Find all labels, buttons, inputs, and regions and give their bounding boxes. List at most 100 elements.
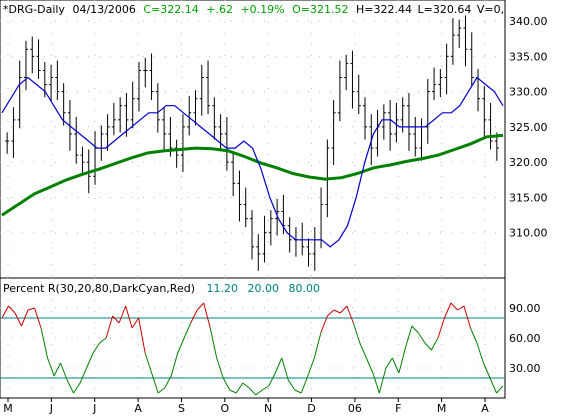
short-moving-average-line (1, 76, 504, 248)
percent-r-segment (326, 309, 335, 317)
percent-r-segment (131, 317, 140, 329)
x-tick-label: J (92, 402, 96, 415)
percent-r-segment (209, 327, 218, 359)
percent-r-segment (118, 305, 127, 324)
percent-r-segment (27, 307, 35, 311)
price-bar (111, 102, 116, 136)
percent-r-segment (457, 305, 465, 311)
percent-r-segment (333, 309, 341, 314)
percent-r-segment (99, 337, 107, 344)
header-date: 04/13/2006 (72, 3, 135, 16)
percent-r-segment (170, 352, 179, 377)
percent-r-segment (261, 385, 270, 391)
price-bar (432, 67, 437, 101)
percent-r-segment (222, 377, 231, 391)
price-bar (231, 153, 236, 197)
percent-r-segment (60, 362, 68, 381)
percent-r-segment (470, 327, 478, 344)
percent-r-segment (21, 309, 29, 327)
percent-r-segment (105, 315, 114, 339)
percent-r-segment (8, 305, 16, 314)
percent-r-segment (34, 307, 42, 329)
price-bar (394, 102, 399, 143)
percent-r-segment (398, 347, 406, 374)
price-bar (450, 18, 455, 65)
percent-r-segment (73, 382, 81, 394)
percent-r-segment (47, 357, 55, 377)
price-bar (350, 50, 355, 109)
price-tick-label: 315.00 (509, 191, 548, 204)
indicator-label: Percent R(30,20,80,DarkCyan,Red) (3, 282, 195, 295)
price-bar (180, 114, 185, 173)
price-panel (0, 0, 506, 279)
indicator-tick-label: 30.00 (509, 362, 541, 375)
price-bar (344, 54, 349, 91)
percent-r-segment (443, 302, 452, 319)
price-bar (155, 83, 160, 133)
price-bar (30, 36, 35, 74)
price-bar (356, 74, 361, 115)
x-axis: M J J A S O N D 06 F M A (3, 398, 489, 415)
percent-r-segment (391, 357, 400, 374)
header-change-pct: +0.19% (240, 3, 284, 16)
percent-r-segment (177, 337, 185, 354)
x-tick-label: A (134, 402, 142, 415)
x-tick-label: F (395, 402, 401, 415)
price-bar (363, 97, 368, 140)
percent-r-segment (183, 322, 192, 339)
percent-r-segment (437, 317, 445, 339)
price-tick-label: 335.00 (509, 50, 548, 63)
indicator-axis: 30.00 60.00 90.00 (509, 302, 541, 375)
percent-r-segment (287, 379, 296, 391)
percent-r-segment (274, 357, 283, 374)
percent-r-segment (476, 342, 484, 364)
price-bar (243, 187, 248, 228)
price-bar (212, 97, 217, 140)
price-bar (488, 102, 493, 150)
price-bar (306, 238, 311, 267)
price-bar (11, 107, 16, 158)
percent-r-segment (294, 389, 302, 394)
price-bar (268, 210, 273, 246)
percent-r-segment (339, 305, 348, 314)
header-volume: V=0, (477, 3, 504, 16)
price-bar (5, 132, 10, 154)
header-symbol: *DRG-Daily (3, 3, 65, 16)
percent-r-segment (1, 305, 9, 319)
percent-r-segment (138, 317, 146, 354)
percent-r-segment (483, 362, 491, 379)
percent-r-segment (14, 312, 22, 327)
header-low: L=320.64 (418, 3, 472, 16)
indicator-value: 11.20 (207, 282, 239, 295)
x-tick-label: M (3, 402, 13, 415)
price-bar (206, 60, 211, 115)
percent-r-segment (320, 315, 328, 334)
percent-r-segment (53, 362, 62, 377)
price-bar (187, 95, 192, 136)
price-bar (23, 40, 28, 91)
percent-r-segment (144, 352, 153, 374)
percent-r-segment (411, 325, 419, 334)
percent-r-segment (242, 382, 250, 389)
percent-r-segment (203, 302, 211, 329)
price-bar (218, 114, 223, 151)
percent-r-segment (190, 309, 198, 324)
price-bar (275, 198, 280, 236)
percent-r-segment (79, 367, 88, 384)
price-bar (61, 83, 66, 126)
percent-r-segment (157, 387, 165, 394)
header-close: C=322.14 (143, 3, 198, 16)
percent-r-segment (255, 389, 263, 396)
x-tick-label: S (178, 402, 185, 415)
price-bar (17, 60, 22, 129)
percent-r-segment (125, 305, 133, 329)
price-bar (136, 61, 141, 112)
price-bar (463, 15, 468, 67)
percent-r-segment (268, 372, 276, 387)
price-bar (143, 57, 148, 88)
price-tick-label: 310.00 (509, 227, 548, 240)
price-bar (162, 107, 167, 151)
price-bar (388, 100, 393, 151)
percent-r-segment (235, 382, 244, 394)
price-bar (482, 85, 487, 137)
